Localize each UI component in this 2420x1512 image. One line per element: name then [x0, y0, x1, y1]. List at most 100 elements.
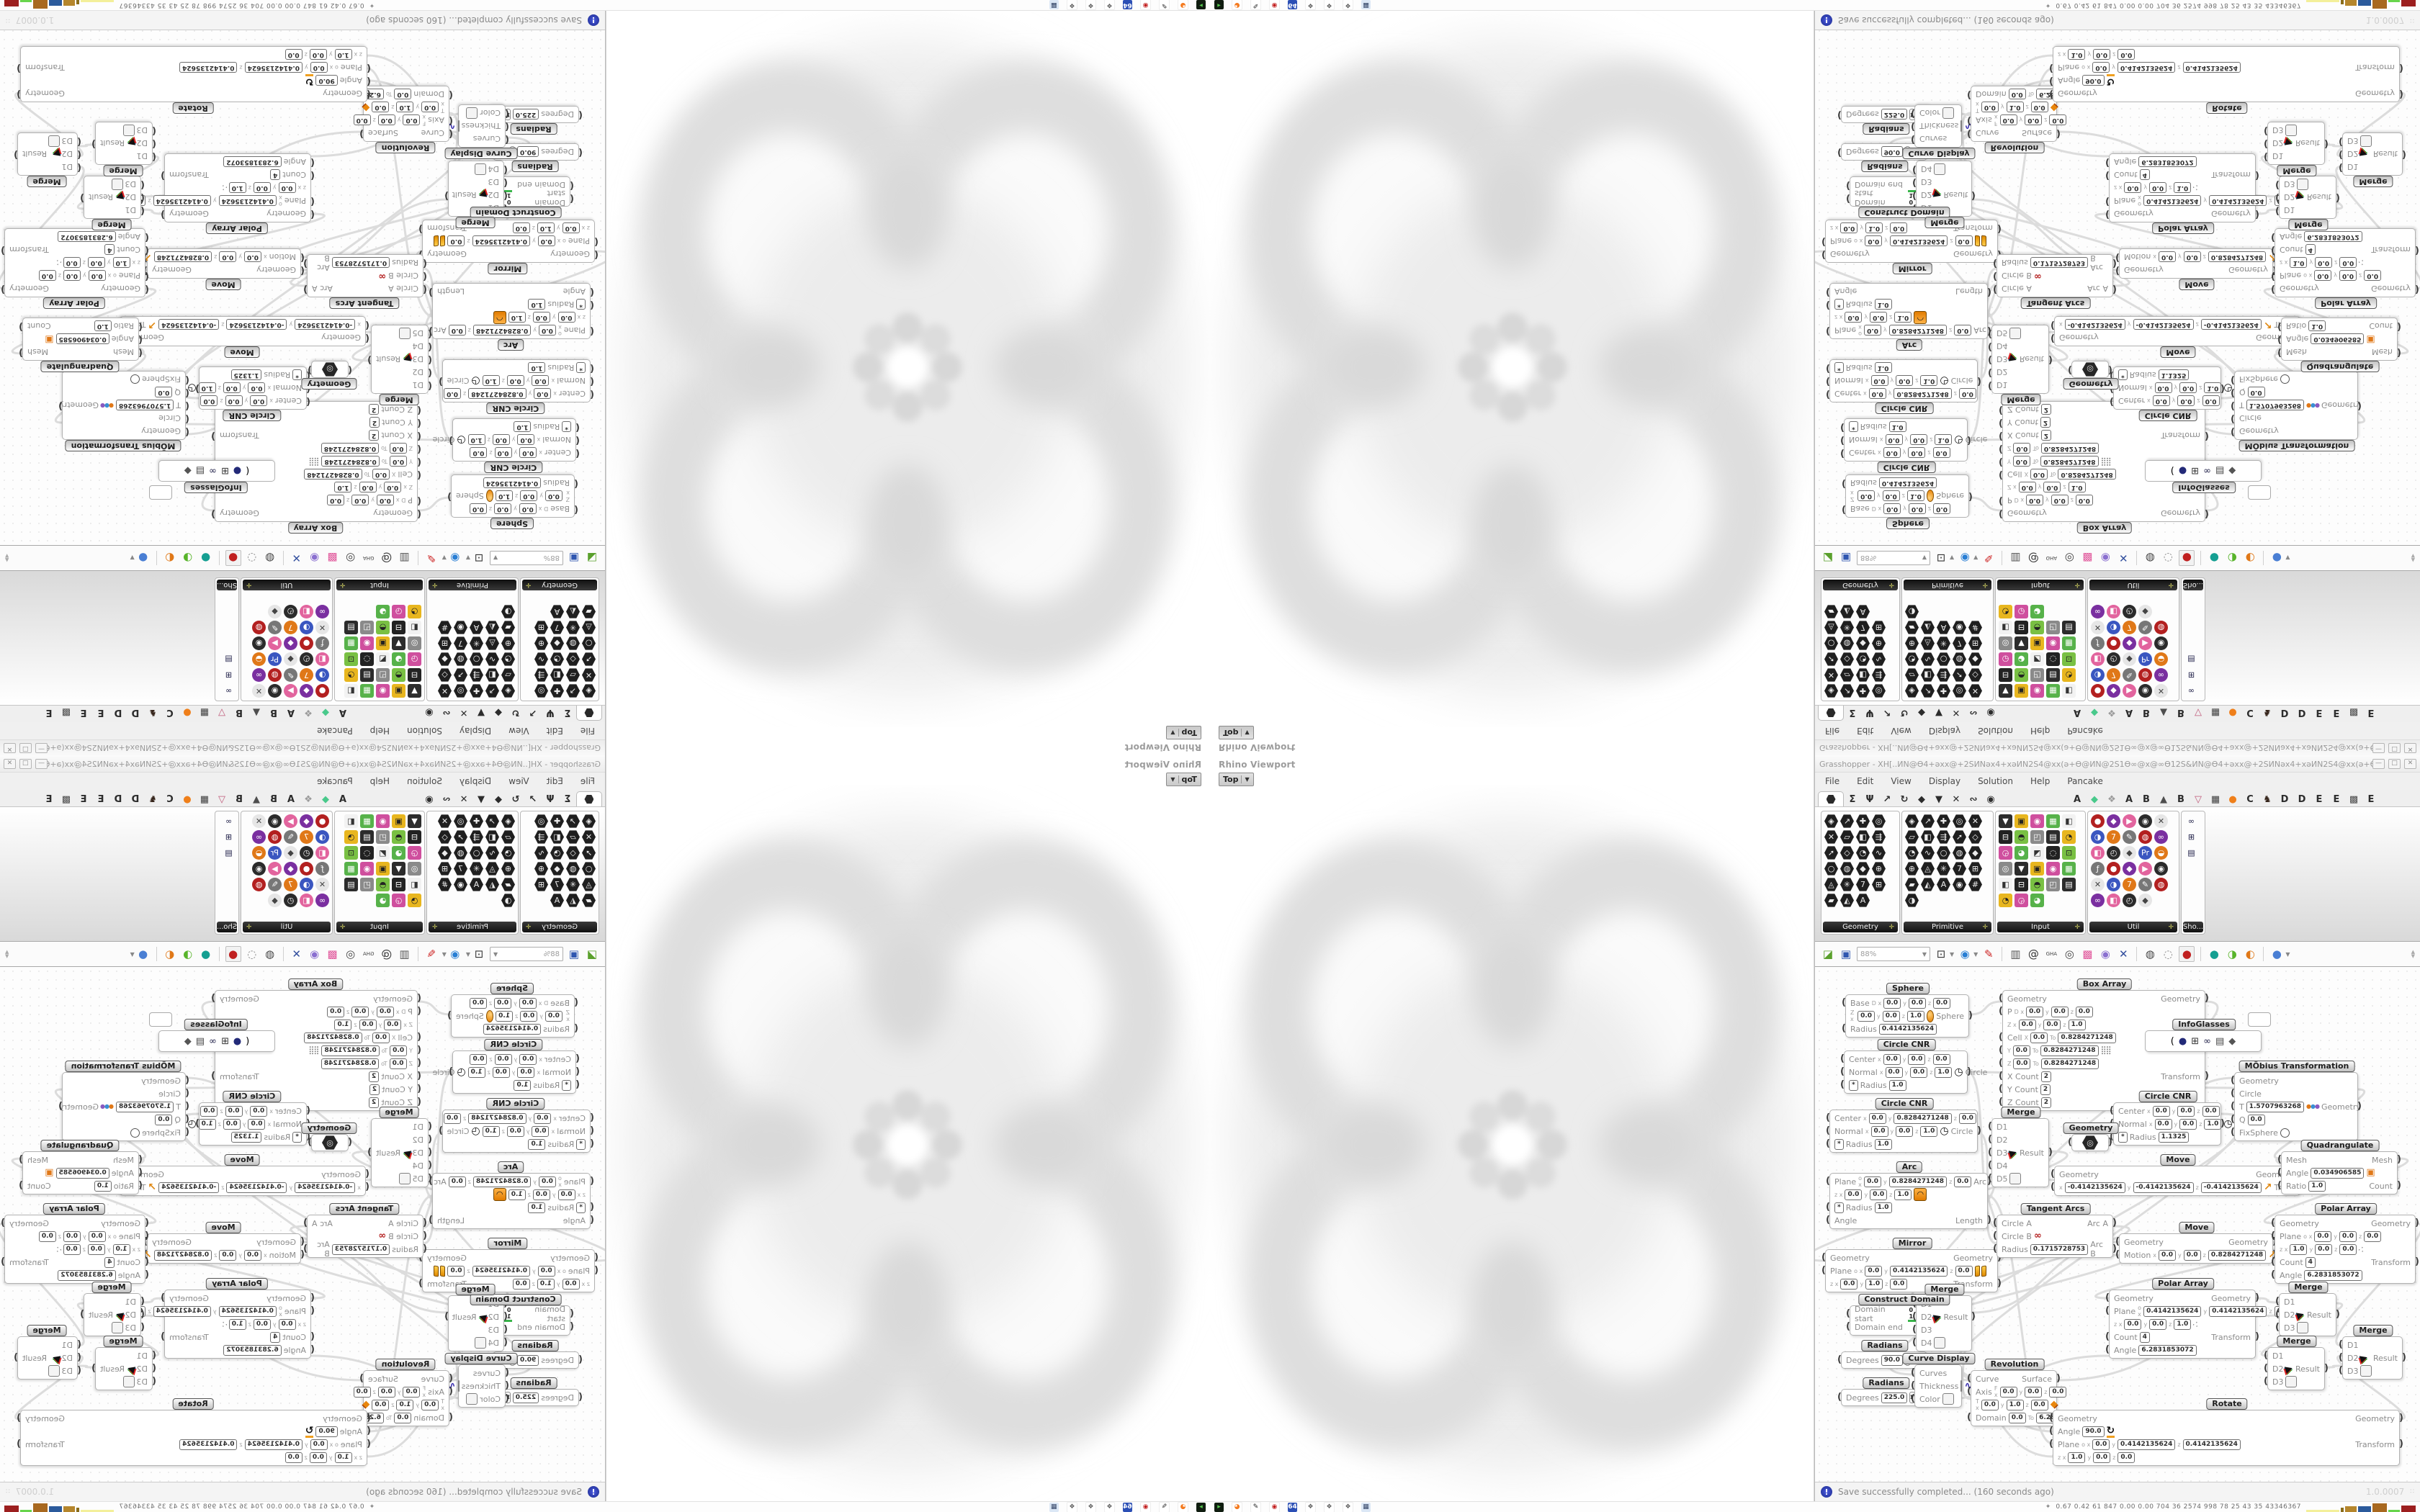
- value-box[interactable]: 0.0: [310, 1439, 328, 1450]
- remote-control-button[interactable]: @: [2027, 552, 2039, 564]
- tab-plugin-dotgrid[interactable]: ▩: [2349, 707, 2359, 719]
- value-box[interactable]: 0.8284271248: [2040, 1045, 2099, 1056]
- value-box[interactable]: 0.0: [2315, 257, 2333, 269]
- output-port[interactable]: ): [444, 1311, 449, 1322]
- component-icon[interactable]: ◑: [315, 830, 329, 844]
- input-port[interactable]: (: [505, 1393, 509, 1404]
- gh-node-polar-array[interactable]: Polar Array(Geometry Geometry)(Plane o x 0.…: [1, 228, 149, 309]
- tab-plugin-flower[interactable]: ❖: [2107, 707, 2116, 719]
- input-port[interactable]: (: [503, 1311, 508, 1322]
- value-box[interactable]: 0.0: [359, 482, 377, 493]
- input-port[interactable]: (: [1837, 1392, 1842, 1403]
- value-box[interactable]: 0.0: [2124, 182, 2142, 194]
- component-icon[interactable]: ✎: [284, 668, 297, 682]
- tab-plugin-d[interactable]: D: [2280, 793, 2289, 805]
- value-box[interactable]: 0.8284271248: [468, 1112, 526, 1124]
- input-port[interactable]: (: [2110, 1131, 2114, 1142]
- component-icon[interactable]: ▰: [582, 894, 596, 907]
- input-port[interactable]: (: [590, 1176, 594, 1187]
- panel-header[interactable]: Util ✛: [243, 922, 331, 932]
- output-port[interactable]: ): [17, 1439, 21, 1449]
- component-icon[interactable]: ◧: [1856, 830, 1870, 844]
- output-port[interactable]: ): [2255, 1292, 2259, 1303]
- gh-node-curve-display[interactable]: Curve Display(Curves(Thickness ∿(Color: [444, 104, 518, 159]
- component-icon[interactable]: 7: [1953, 862, 1966, 876]
- output-port[interactable]: ): [1971, 190, 1976, 201]
- output-port[interactable]: ): [2056, 128, 2061, 139]
- value-box[interactable]: 0.4142135624: [153, 195, 211, 207]
- open-file-button[interactable]: ◪: [586, 948, 598, 960]
- input-port[interactable]: (: [1999, 993, 2003, 1004]
- gh-node-curve-display[interactable]: Curve Display(Curves(Thickness ∿(Color: [1902, 1353, 1976, 1408]
- component-icon[interactable]: ⊟: [408, 668, 421, 682]
- component-icon[interactable]: A: [470, 621, 483, 634]
- component-icon[interactable]: ∞: [2091, 894, 2105, 907]
- input-port[interactable]: (: [365, 333, 369, 343]
- tab-plugin-dot[interactable]: ●: [2228, 793, 2237, 805]
- component-icon[interactable]: ◧: [1856, 668, 1870, 682]
- output-port[interactable]: ): [2415, 284, 2419, 294]
- input-port[interactable]: (: [590, 389, 594, 400]
- component-icon[interactable]: ●: [2091, 684, 2105, 698]
- object-baker-button[interactable]: ▥: [399, 552, 410, 564]
- component-icon[interactable]: ▰: [1905, 878, 1919, 891]
- output-port[interactable]: ): [303, 1243, 308, 1254]
- component-icon[interactable]: ◈: [1905, 814, 1919, 828]
- gha-loader-button[interactable]: GHA: [2045, 555, 2058, 561]
- maximize-button[interactable]: □: [19, 743, 32, 753]
- input-port[interactable]: (: [1842, 478, 1846, 489]
- value-box[interactable]: 0.0: [310, 62, 328, 73]
- gh-node-merge[interactable]: Merge(D1(D2 ▶ Result)(D3: [2264, 1336, 2329, 1390]
- component-icon[interactable]: ◓: [2015, 668, 2028, 682]
- input-port[interactable]: (: [140, 179, 145, 190]
- value-box[interactable]: 0.0: [1890, 222, 1908, 234]
- tab-sets[interactable]: Ψ: [546, 793, 555, 805]
- preview-shaded-button[interactable]: ●: [225, 946, 241, 962]
- component-icon[interactable]: ✕: [1968, 684, 1982, 698]
- value-box[interactable]: 0.0: [2339, 257, 2357, 269]
- object-baker-button[interactable]: ▥: [2010, 552, 2021, 564]
- tray-app-indicators[interactable]: [2306, 0, 2416, 10]
- input-port[interactable]: (: [423, 258, 427, 269]
- input-port[interactable]: (: [2339, 162, 2343, 173]
- grasshopper-window[interactable]: Grasshopper - XH[..ИN@Ө4+əxx@+2SИNəx4+xə…: [1814, 11, 2420, 756]
- value-box[interactable]: 1.0: [2068, 1019, 2086, 1030]
- input-port[interactable]: (: [246, 465, 250, 477]
- input-port[interactable]: (: [1826, 1176, 1830, 1187]
- firefox-icon[interactable]: ◕: [1232, 1501, 1242, 1512]
- menu-item-view[interactable]: View: [508, 776, 529, 786]
- value-box[interactable]: 0.0: [1870, 1125, 1888, 1137]
- tab-params[interactable]: [576, 791, 602, 806]
- value-box[interactable]: 0.0: [519, 997, 537, 1009]
- output-port[interactable]: ): [2255, 170, 2259, 181]
- component-icon[interactable]: #: [438, 878, 452, 891]
- input-port[interactable]: (: [152, 1376, 156, 1387]
- component-icon[interactable]: ▦: [2046, 684, 2060, 698]
- value-box[interactable]: 0.0: [517, 1066, 535, 1078]
- input-port[interactable]: (: [1988, 1173, 1992, 1184]
- value-box[interactable]: 0.0: [537, 1265, 555, 1277]
- preview-button[interactable]: ◉: [1960, 948, 1970, 960]
- tab-mesh[interactable]: ▼: [478, 707, 485, 719]
- component-icon[interactable]: ◉: [2138, 814, 2152, 828]
- input-port[interactable]: (: [1999, 495, 2003, 506]
- component-icon[interactable]: ◌: [2046, 652, 2060, 666]
- value-box[interactable]: 0.0: [88, 1230, 106, 1242]
- menu-item-display[interactable]: Display: [1928, 726, 1961, 736]
- component-icon[interactable]: ◎: [408, 862, 421, 876]
- input-port[interactable]: (: [152, 151, 156, 162]
- value-box[interactable]: 1.0: [1920, 375, 1938, 387]
- tab-vector[interactable]: ↗: [1883, 707, 1891, 719]
- input-port[interactable]: (: [594, 236, 599, 247]
- gh-node-revolution[interactable]: Revolution(Curve Surface)(Axis F x 0.0 y 0.0 z…: [326, 86, 453, 153]
- value-box[interactable]: 4: [2139, 1331, 2150, 1343]
- input-port[interactable]: (: [428, 380, 432, 391]
- input-port[interactable]: (: [1826, 287, 1830, 297]
- input-port[interactable]: (: [1999, 456, 2003, 467]
- infoglasses-grid-icon[interactable]: ⊞: [2191, 465, 2200, 477]
- value-box[interactable]: 0.0: [1933, 997, 1951, 1009]
- gh-node-polar-array[interactable]: Polar Array(Geometry Geometry)(Plane o x 0.…: [2271, 228, 2419, 309]
- output-port[interactable]: ): [2048, 354, 2053, 365]
- infoglasses-puzzle-icon[interactable]: ◆: [2228, 1035, 2236, 1047]
- input-port[interactable]: (: [2339, 149, 2343, 160]
